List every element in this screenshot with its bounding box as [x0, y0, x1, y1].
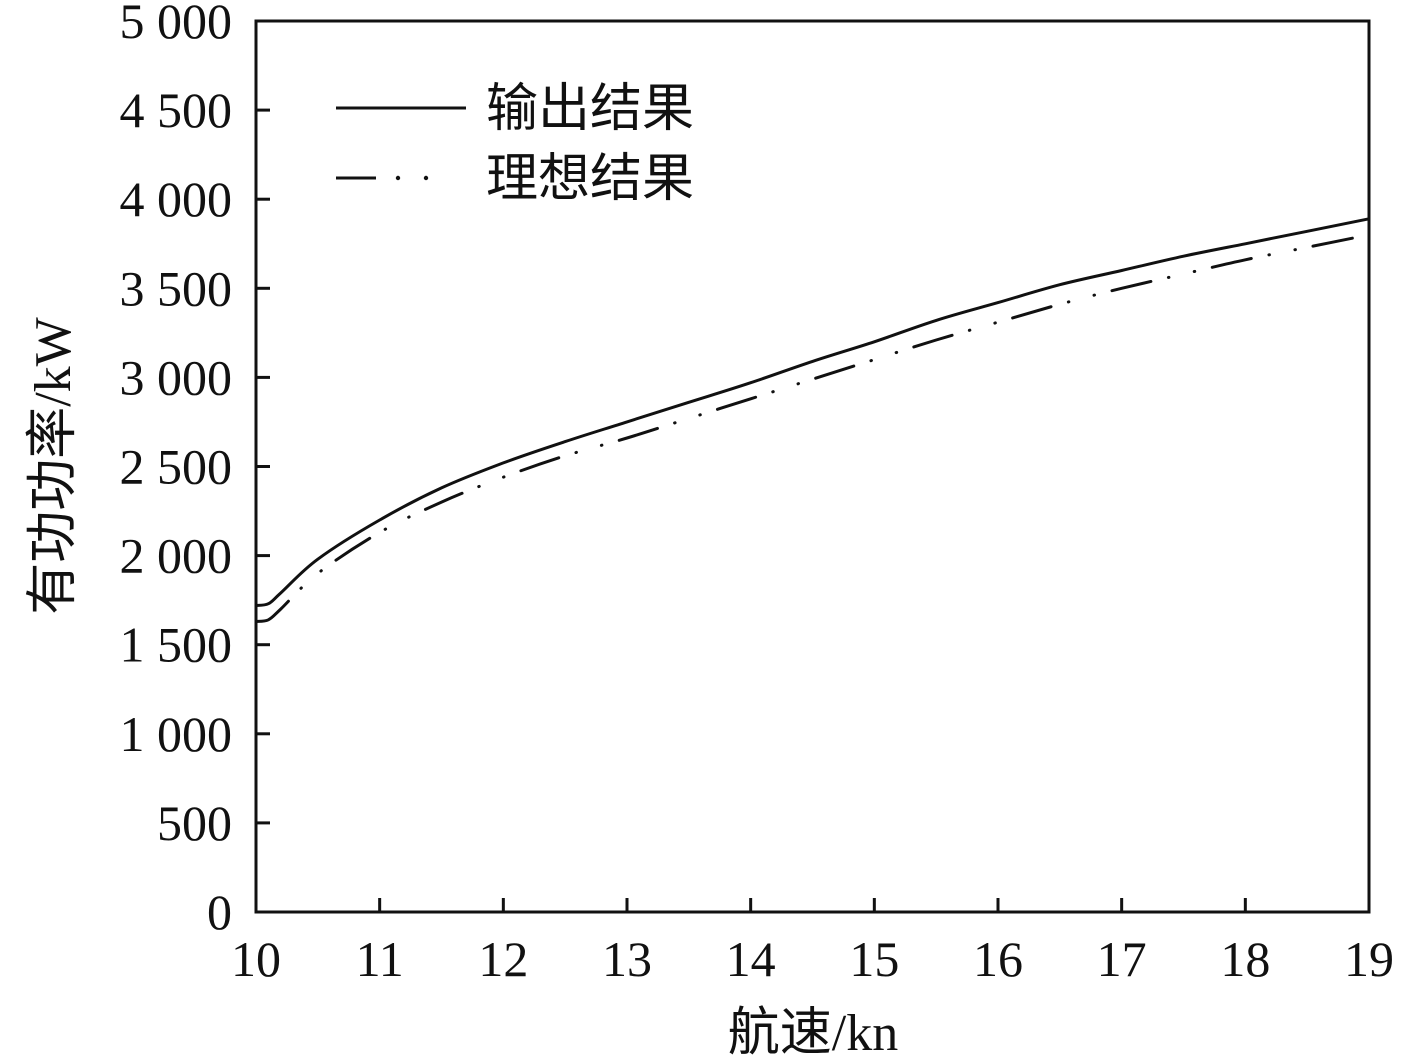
x-axis-ticks: 10 11 12 13 14 15 16 17 18 19: [231, 898, 1394, 987]
y-tick-label: 4 500: [120, 82, 233, 138]
y-tick-label: 5 000: [120, 0, 233, 49]
x-tick-label: 11: [356, 931, 404, 987]
y-tick-label: 1 000: [120, 706, 233, 762]
x-tick-label: 14: [726, 931, 776, 987]
x-tick-label: 13: [602, 931, 652, 987]
legend-label-output: 输出结果: [486, 81, 694, 138]
x-tick-label: 18: [1220, 931, 1270, 987]
x-tick-label: 19: [1344, 931, 1394, 987]
series-line-ideal: [254, 233, 1371, 623]
plot-frame: [254, 19, 1371, 914]
y-tick-label: 3 500: [120, 260, 233, 316]
y-tick-label: 500: [157, 795, 232, 851]
y-tick-label: 2 500: [120, 439, 233, 495]
x-tick-label: 17: [1097, 931, 1147, 987]
y-tick-label: 3 000: [120, 349, 233, 405]
y-tick-label: 4 000: [120, 171, 233, 227]
x-tick-label: 16: [973, 931, 1023, 987]
y-tick-label: 2 000: [120, 528, 233, 584]
legend-swatch-dashdot: [336, 175, 429, 181]
y-tick-label: 0: [207, 884, 232, 940]
series-layer: [254, 217, 1371, 623]
series-line-output: [254, 217, 1371, 607]
legend: 输出结果 理想结果: [336, 81, 694, 208]
x-axis-title: 航速/kn: [728, 1005, 898, 1062]
x-tick-label: 10: [231, 931, 281, 987]
y-tick-label: 1 500: [120, 617, 233, 673]
x-tick-label: 12: [478, 931, 528, 987]
x-tick-label: 15: [849, 931, 899, 987]
y-axis-ticks: 0 500 1 000 1 500 2 000 2 500 3 000 3 500 4 000 4…: [120, 0, 270, 940]
y-axis-title: 有功功率/kW: [25, 317, 82, 615]
legend-label-ideal: 理想结果: [486, 151, 694, 208]
